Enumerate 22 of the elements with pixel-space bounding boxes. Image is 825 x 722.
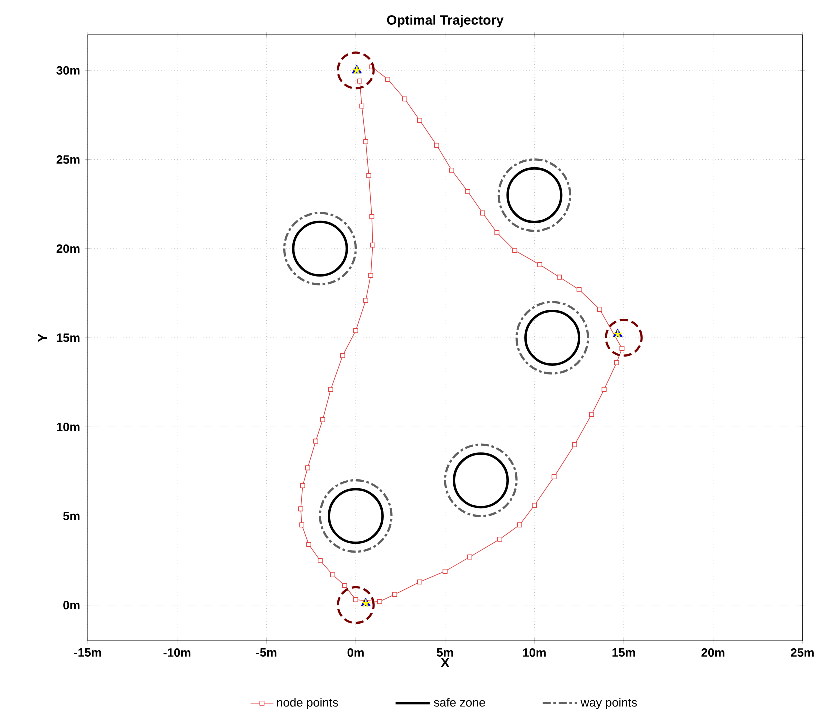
x-tick-label: -15m [74,648,102,657]
y-tick-label: 5m [63,512,80,520]
y-tick-label: 25m [56,156,80,164]
legend-label: way points [580,698,638,710]
x-tick-label: -10m [164,648,191,658]
y-axis-title: Y [38,334,48,342]
x-tick-label: -5m [256,648,277,657]
chart-title: Optimal Trajectory [387,15,504,28]
x-tick-label: 20m [702,648,725,658]
y-tick-label: 10m [57,422,80,432]
legend-label: node points [277,698,338,710]
y-tick-label: 0m [64,601,80,610]
legend-label: safe zone [434,698,486,707]
x-tick-label: 10m [523,648,546,658]
y-tick-label: 20m [56,244,80,254]
x-axis-title: X [441,658,450,668]
x-tick-label: 5m [437,648,454,657]
x-tick-label: 15m [612,648,636,657]
x-tick-label: 25m [791,648,814,658]
y-tick-label: 30m [56,66,80,75]
y-tick-label: 15m [57,334,80,342]
x-tick-label: 0m [348,648,364,658]
